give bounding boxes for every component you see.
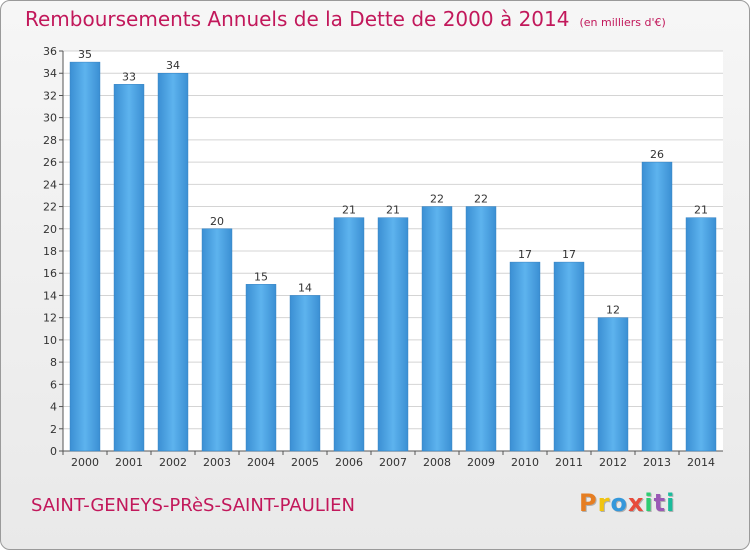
bar-2006 — [333, 217, 365, 452]
bar-2008 — [421, 206, 453, 452]
bar-value-label: 34 — [166, 59, 180, 72]
bar-2009 — [465, 206, 497, 452]
bar-value-label: 20 — [210, 215, 224, 228]
x-tick-label: 2002 — [159, 456, 187, 469]
x-tick-label: 2012 — [599, 456, 627, 469]
chart-title: Remboursements Annuels de la Dette de 20… — [25, 7, 666, 31]
x-tick-label: 2011 — [555, 456, 583, 469]
y-tick-label: 22 — [43, 201, 57, 214]
commune-name: SAINT-GENEYS-PRèS-SAINT-PAULIEN — [31, 495, 356, 516]
x-tick-label: 2006 — [335, 456, 363, 469]
bar-value-label: 17 — [562, 248, 576, 261]
x-tick-label: 2004 — [247, 456, 275, 469]
logo-letter: i — [644, 489, 654, 517]
bar-2005 — [289, 295, 321, 452]
x-tick-label: 2014 — [687, 456, 715, 469]
y-tick-label: 16 — [43, 267, 57, 280]
x-tick-label: 2009 — [467, 456, 495, 469]
x-tick-label: 2007 — [379, 456, 407, 469]
bar-value-label: 12 — [606, 304, 620, 317]
bar-value-label: 21 — [694, 204, 708, 217]
bar-2001 — [113, 84, 145, 452]
unit-label: (en milliers d'€) — [579, 16, 666, 29]
bar-value-label: 33 — [122, 70, 136, 83]
bar-value-label: 14 — [298, 281, 312, 294]
bar-2011 — [553, 261, 585, 452]
y-tick-label: 34 — [43, 67, 57, 80]
y-tick-label: 24 — [43, 178, 57, 191]
y-tick-label: 10 — [43, 334, 57, 347]
bar-value-label: 15 — [254, 270, 268, 283]
y-tick-label: 30 — [43, 112, 57, 125]
bar-value-label: 22 — [474, 193, 488, 206]
x-tick-label: 2010 — [511, 456, 539, 469]
y-tick-label: 36 — [43, 45, 57, 58]
bar-labels: 35 33 34 20 15 14 21 21 22 22 17 17 12 26 21 — [78, 48, 708, 317]
x-tick-label: 2005 — [291, 456, 319, 469]
y-tick-label: 18 — [43, 245, 57, 258]
bar-2002 — [157, 72, 189, 452]
y-tick-label: 2 — [50, 423, 57, 436]
bar-2000 — [69, 61, 101, 452]
logo-letter: x — [627, 489, 645, 517]
x-tick-label: 2013 — [643, 456, 671, 469]
x-tick-label: 2003 — [203, 456, 231, 469]
bar-2003 — [201, 228, 233, 452]
bar-2013 — [641, 161, 673, 452]
bar-value-label: 22 — [430, 193, 444, 206]
logo-letter: i — [666, 489, 676, 517]
logo-letter: r — [597, 489, 611, 517]
bar-value-label: 35 — [78, 48, 92, 61]
title-text: Remboursements Annuels de la Dette de 20… — [25, 7, 570, 31]
y-tick-label: 6 — [50, 378, 57, 391]
bar-2012 — [597, 317, 629, 452]
bar-value-label: 21 — [342, 204, 356, 217]
x-tick-label: 2008 — [423, 456, 451, 469]
bar-value-label: 21 — [386, 204, 400, 217]
logo-letter: o — [610, 489, 628, 517]
y-tick-label: 32 — [43, 89, 57, 102]
logo-letter: P — [579, 489, 598, 517]
bar-2004 — [245, 284, 277, 452]
proxiti-logo: Proxiti — [579, 489, 675, 517]
y-tick-label: 0 — [50, 445, 57, 458]
y-tick-label: 28 — [43, 134, 57, 147]
y-tick-label: 12 — [43, 312, 57, 325]
x-tick-label: 2001 — [115, 456, 143, 469]
x-tick-label: 2000 — [71, 456, 99, 469]
bars — [69, 61, 717, 452]
y-tick-label: 20 — [43, 223, 57, 236]
y-tick-label: 14 — [43, 289, 57, 302]
bar-value-label: 17 — [518, 248, 532, 261]
logo-letter: t — [653, 489, 667, 517]
bar-2014 — [685, 217, 717, 452]
bar-2010 — [509, 261, 541, 452]
y-tick-label: 4 — [50, 401, 57, 414]
bar-2007 — [377, 217, 409, 452]
y-tick-label: 26 — [43, 156, 57, 169]
y-tick-label: 8 — [50, 356, 57, 369]
x-tick-labels: 2000 2001 2002 2003 2004 2005 2006 2007 2008 2009… — [71, 456, 715, 469]
bar-value-label: 26 — [650, 148, 664, 161]
